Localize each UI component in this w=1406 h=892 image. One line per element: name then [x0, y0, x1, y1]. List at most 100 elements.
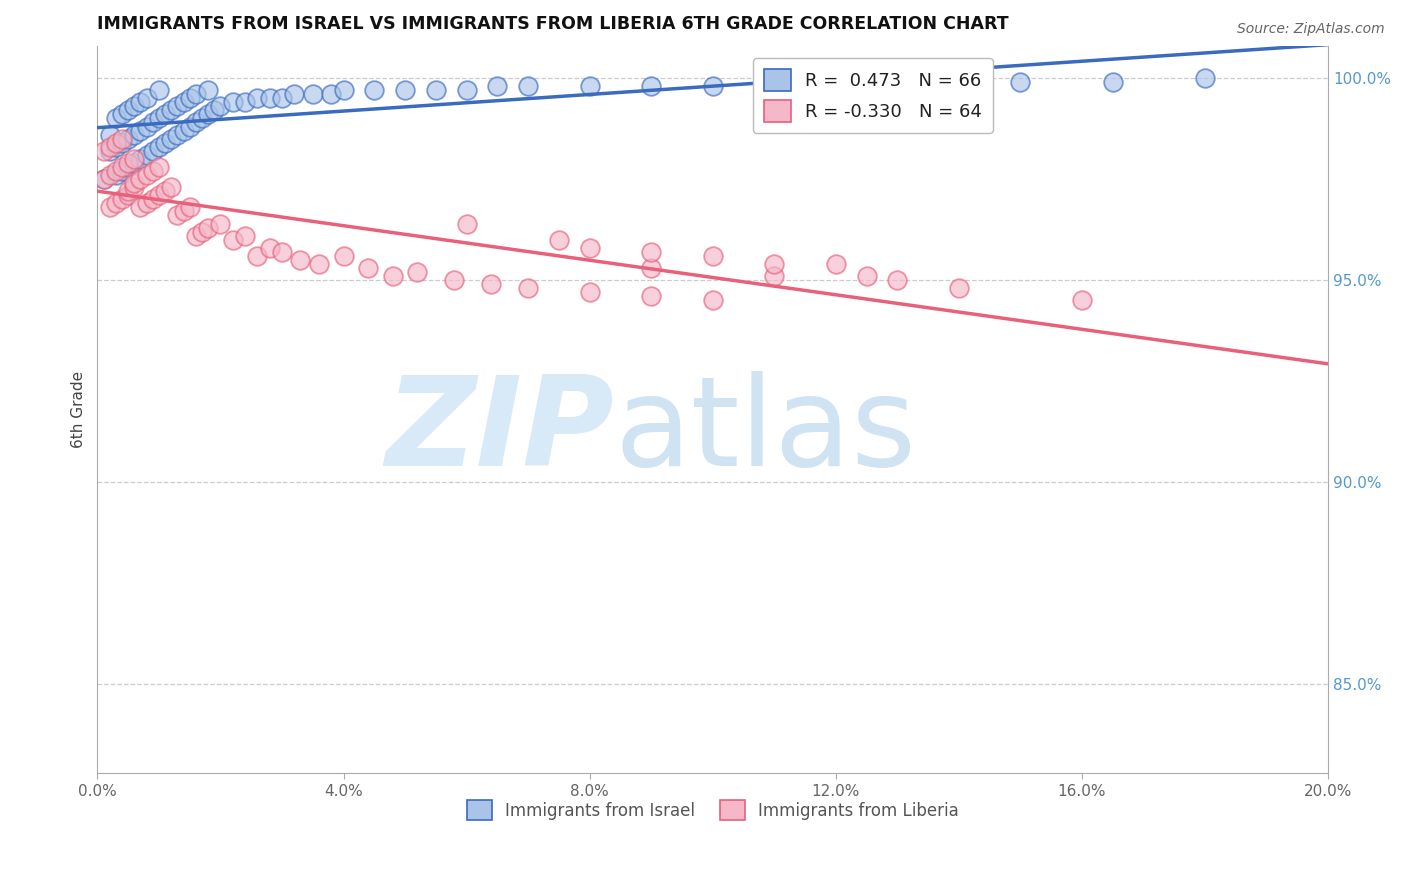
Point	[332, 249, 354, 263]
Point	[308, 257, 330, 271]
Point	[948, 281, 970, 295]
Point	[702, 293, 724, 308]
Point	[117, 156, 139, 170]
Point	[479, 277, 502, 292]
Y-axis label: 6th Grade: 6th Grade	[72, 371, 86, 448]
Point	[124, 180, 146, 194]
Point	[98, 144, 121, 158]
Point	[517, 281, 540, 295]
Point	[271, 91, 294, 105]
Point	[135, 91, 157, 105]
Point	[259, 91, 281, 105]
Point	[321, 87, 343, 102]
Point	[517, 79, 540, 94]
Point	[702, 79, 724, 94]
Point	[702, 249, 724, 263]
Point	[124, 152, 146, 166]
Point	[173, 204, 195, 219]
Point	[135, 168, 157, 182]
Point	[104, 140, 127, 154]
Point	[104, 168, 127, 182]
Point	[160, 180, 183, 194]
Point	[98, 128, 121, 142]
Point	[142, 192, 165, 206]
Point	[197, 83, 219, 97]
Point	[173, 123, 195, 137]
Point	[406, 265, 429, 279]
Point	[104, 196, 127, 211]
Point	[486, 79, 509, 94]
Point	[98, 168, 121, 182]
Point	[93, 144, 115, 158]
Point	[197, 220, 219, 235]
Point	[124, 99, 146, 113]
Point	[548, 233, 571, 247]
Point	[117, 160, 139, 174]
Point	[363, 83, 385, 97]
Point	[443, 273, 465, 287]
Point	[135, 196, 157, 211]
Point	[124, 176, 146, 190]
Point	[640, 289, 662, 303]
Point	[111, 160, 134, 174]
Point	[209, 99, 232, 113]
Point	[153, 136, 176, 150]
Point	[763, 269, 786, 284]
Point	[104, 112, 127, 126]
Point	[763, 75, 786, 89]
Point	[209, 217, 232, 231]
Point	[1101, 75, 1123, 89]
Point	[117, 184, 139, 198]
Point	[332, 83, 354, 97]
Point	[135, 120, 157, 134]
Point	[148, 188, 170, 202]
Text: atlas: atlas	[614, 371, 917, 491]
Point	[166, 209, 188, 223]
Point	[246, 91, 269, 105]
Point	[283, 87, 305, 102]
Point	[456, 83, 478, 97]
Point	[104, 136, 127, 150]
Point	[578, 79, 600, 94]
Point	[640, 79, 662, 94]
Point	[259, 241, 281, 255]
Point	[1010, 75, 1032, 89]
Point	[124, 156, 146, 170]
Point	[640, 244, 662, 259]
Point	[166, 99, 188, 113]
Point	[271, 244, 294, 259]
Point	[1071, 293, 1094, 308]
Point	[111, 107, 134, 121]
Point	[290, 252, 312, 267]
Point	[394, 83, 416, 97]
Point	[357, 260, 380, 275]
Point	[191, 225, 214, 239]
Point	[160, 103, 183, 118]
Point	[855, 269, 877, 284]
Point	[763, 257, 786, 271]
Point	[233, 228, 256, 243]
Text: IMMIGRANTS FROM ISRAEL VS IMMIGRANTS FROM LIBERIA 6TH GRADE CORRELATION CHART: IMMIGRANTS FROM ISRAEL VS IMMIGRANTS FRO…	[97, 15, 1010, 33]
Point	[184, 87, 207, 102]
Point	[160, 131, 183, 145]
Point	[129, 172, 152, 186]
Point	[117, 188, 139, 202]
Point	[148, 140, 170, 154]
Point	[93, 172, 115, 186]
Point	[129, 95, 152, 110]
Text: Source: ZipAtlas.com: Source: ZipAtlas.com	[1237, 22, 1385, 37]
Point	[202, 103, 225, 118]
Point	[124, 128, 146, 142]
Point	[117, 103, 139, 118]
Point	[166, 128, 188, 142]
Point	[129, 123, 152, 137]
Point	[111, 164, 134, 178]
Legend: Immigrants from Israel, Immigrants from Liberia: Immigrants from Israel, Immigrants from …	[460, 793, 966, 827]
Text: ZIP: ZIP	[385, 371, 614, 491]
Point	[886, 273, 908, 287]
Point	[184, 228, 207, 243]
Point	[142, 144, 165, 158]
Point	[111, 192, 134, 206]
Point	[153, 107, 176, 121]
Point	[179, 120, 201, 134]
